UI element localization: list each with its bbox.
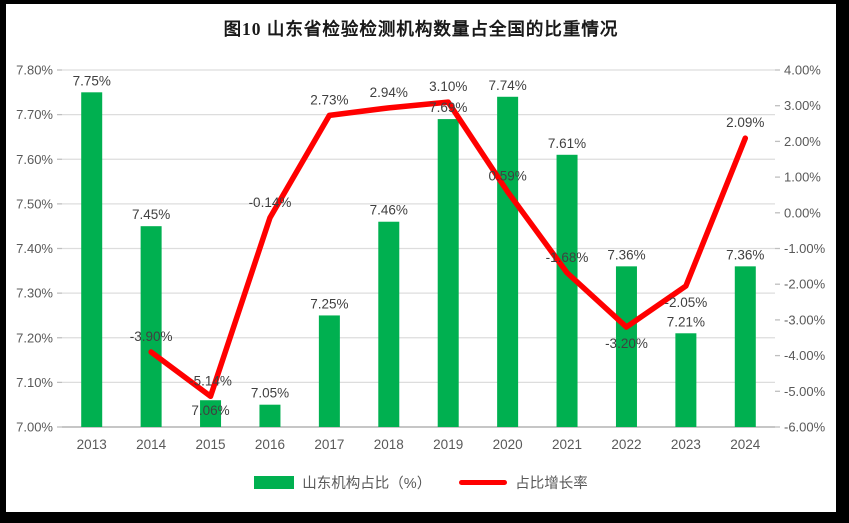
bar-data-label: 7.06% (191, 403, 229, 418)
right-axis-tick-label: -4.00% (784, 348, 826, 363)
x-axis-label: 2015 (196, 437, 226, 452)
x-axis-label: 2022 (611, 437, 641, 452)
bar-data-label: 7.36% (726, 247, 764, 262)
bar-data-label: 7.46% (370, 203, 408, 218)
bar-data-label: 7.05% (251, 386, 289, 401)
left-axis-tick-label: 7.10% (16, 375, 53, 390)
bar-2015 (200, 400, 222, 427)
bar-data-label: 7.21% (667, 314, 705, 329)
x-axis-label: 2023 (671, 437, 701, 452)
left-axis-tick-label: 7.70% (16, 107, 53, 122)
chart-plot-area: 7.80% 7.70% 7.60% 7.50% 7.40% 7.30% 7.20% 7.10%… (16, 63, 826, 453)
right-axis-tick-label: -1.00% (784, 241, 826, 256)
bar-2021 (556, 154, 578, 427)
left-axis-tick-label: 7.30% (16, 286, 53, 301)
line-data-label: 0.59% (488, 169, 526, 184)
right-axis-tick-label: 2.00% (784, 134, 821, 149)
bar-2019 (437, 119, 459, 428)
x-axis-label: 2019 (433, 437, 463, 452)
bar-data-label: 7.61% (548, 136, 586, 151)
line-data-label: -3.20% (605, 336, 648, 351)
line-data-label: -2.05% (664, 295, 707, 310)
legend-item-bar: 山东机构占比（%） (254, 472, 431, 493)
left-axis-tick-label: 7.80% (16, 63, 53, 78)
x-axis-label: 2021 (552, 437, 582, 452)
bar-2020 (497, 96, 519, 428)
left-axis-tick-label: 7.60% (16, 152, 53, 167)
x-axis-label: 2024 (730, 437, 761, 452)
x-axis-label: 2013 (77, 437, 107, 452)
line-data-label: 2.73% (310, 92, 348, 107)
line-data-label: -1.68% (546, 250, 589, 265)
bar-data-label: 7.69% (429, 100, 467, 115)
right-axis-tick-label: -3.00% (784, 312, 826, 327)
bar-data-label: 7.25% (310, 296, 348, 311)
bar-data-label: 7.36% (607, 247, 645, 262)
x-axis-label: 2014 (136, 437, 167, 452)
bar-data-label: 7.74% (488, 78, 526, 93)
legend-line-swatch-icon (459, 480, 508, 485)
left-axis-tick-label: 7.50% (16, 196, 53, 211)
bar-2014 (140, 226, 162, 427)
line-data-label: -0.14% (249, 195, 292, 210)
bar-2018 (378, 221, 400, 427)
line-data-label: 2.94% (370, 85, 408, 100)
left-axis-tick-label: 7.00% (16, 420, 53, 435)
bar-2013 (81, 92, 103, 427)
chart-legend: 山东机构占比（%） 占比增长率 (6, 472, 836, 493)
legend-line-label: 占比增长率 (515, 476, 588, 492)
legend-bar-swatch-icon (254, 476, 295, 489)
right-axis-tick-label: 3.00% (784, 98, 821, 113)
bar-data-label: 7.75% (73, 73, 111, 88)
right-axis-tick-label: 0.00% (784, 205, 821, 220)
bar-2022 (615, 266, 637, 427)
right-axis-tick-label: 4.00% (784, 63, 821, 78)
line-data-label: -3.90% (130, 329, 173, 344)
growth-rate-line (148, 99, 749, 400)
x-axis-label: 2020 (493, 437, 523, 452)
line-data-label: 3.10% (429, 79, 467, 94)
bar-data-label: 7.45% (132, 207, 170, 222)
x-axis-label: 2018 (374, 437, 404, 452)
right-axis-tick-label: 1.00% (784, 170, 821, 185)
line-data-label: -5.14% (189, 373, 232, 388)
chart-title: 图10 山东省检验检测机构数量占全国的比重情况 (223, 19, 619, 39)
x-axis-label: 2016 (255, 437, 285, 452)
right-axis-tick-label: -6.00% (784, 420, 826, 435)
bar-2017 (318, 315, 340, 427)
x-axis-label: 2017 (314, 437, 344, 452)
right-axis-tick-label: -5.00% (784, 384, 826, 399)
bar-2024 (734, 266, 756, 427)
bar-2023 (675, 333, 697, 427)
legend-item-line: 占比增长率 (459, 472, 588, 493)
bar-2016 (259, 404, 281, 427)
line-data-label: 2.09% (726, 115, 764, 130)
left-axis-tick-label: 7.40% (16, 241, 53, 256)
right-axis-tick-label: -2.00% (784, 277, 826, 292)
legend-bar-label: 山东机构占比（%） (302, 476, 432, 492)
left-axis-tick-label: 7.20% (16, 330, 53, 345)
